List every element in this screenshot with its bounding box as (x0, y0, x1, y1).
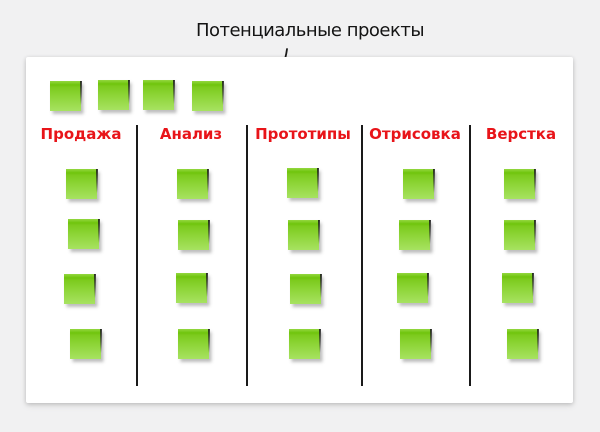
column-header: Отрисовка (369, 125, 461, 143)
sticky-note (177, 220, 210, 250)
sticky-note (67, 219, 100, 249)
column-divider (469, 125, 471, 386)
sticky-note (503, 220, 536, 250)
sticky-note (177, 329, 210, 359)
sticky-note (98, 80, 130, 110)
sticky-note (396, 273, 429, 303)
sticky-note (399, 329, 432, 359)
sticky-note (287, 220, 320, 250)
sticky-note (288, 329, 321, 359)
sticky-note (402, 169, 435, 199)
column-divider (136, 125, 138, 386)
sticky-note (65, 169, 98, 199)
sticky-note (143, 80, 175, 110)
sticky-note (63, 274, 96, 304)
sticky-note (501, 273, 534, 303)
kanban-board: Продажа Анализ Прототипы Отрисовка Верстка (26, 57, 573, 403)
sticky-note (69, 329, 102, 359)
column-divider (246, 125, 248, 386)
column-header: Прототипы (255, 125, 351, 143)
sticky-note (192, 81, 224, 111)
column-divider (361, 125, 363, 386)
sticky-note (503, 169, 536, 199)
sticky-note (506, 329, 539, 359)
sticky-note (50, 81, 82, 111)
column-header: Анализ (159, 125, 223, 143)
sticky-note (175, 273, 208, 303)
sticky-note (286, 168, 319, 198)
annotation-label: Потенциальные проекты (195, 20, 425, 41)
column-header: Продажа (40, 125, 122, 143)
sticky-note (398, 220, 431, 250)
sticky-note (176, 169, 209, 199)
column-header: Верстка (485, 125, 557, 143)
sticky-note (289, 274, 322, 304)
